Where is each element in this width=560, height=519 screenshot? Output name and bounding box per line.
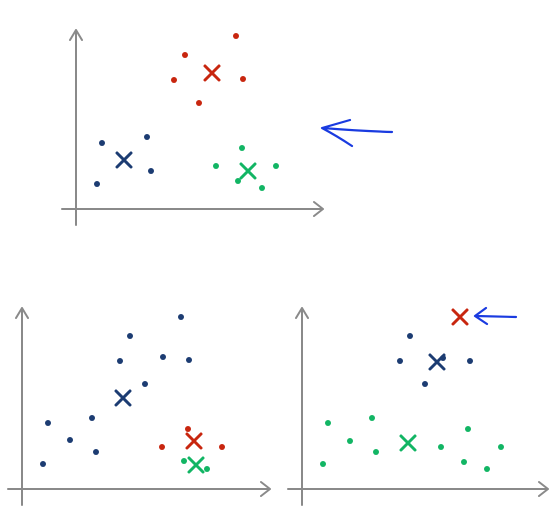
point (186, 357, 192, 363)
point (259, 185, 265, 191)
green-cluster (213, 145, 279, 191)
point (465, 426, 471, 432)
point (178, 314, 184, 320)
x-axis (7, 481, 271, 497)
point (171, 77, 177, 83)
point (407, 333, 413, 339)
point (204, 466, 210, 472)
centroid (114, 389, 132, 407)
y-axis (295, 307, 309, 506)
green-cluster (320, 415, 504, 472)
centroid (185, 432, 203, 450)
point (196, 100, 202, 106)
centroid (203, 64, 221, 82)
point (325, 420, 331, 426)
blue-cluster (40, 314, 192, 467)
point (142, 381, 148, 387)
point (127, 333, 133, 339)
point (484, 466, 490, 472)
point (239, 145, 245, 151)
centroid (115, 151, 133, 169)
point (373, 449, 379, 455)
hand-drawn-arrow (320, 118, 394, 148)
point (160, 354, 166, 360)
red-cluster (171, 33, 246, 106)
y-axis (15, 307, 29, 506)
y-axis (69, 29, 83, 226)
centroid (451, 308, 469, 326)
red-cluster (451, 308, 469, 326)
point (397, 358, 403, 364)
blue-cluster (94, 134, 154, 187)
centroid (428, 353, 446, 371)
point (182, 52, 188, 58)
point (273, 163, 279, 169)
x-axis (61, 201, 324, 217)
point (159, 444, 165, 450)
point (94, 181, 100, 187)
point (498, 444, 504, 450)
point (213, 163, 219, 169)
point (148, 168, 154, 174)
point (45, 420, 51, 426)
point (235, 178, 241, 184)
point (40, 461, 46, 467)
point (438, 444, 444, 450)
point (144, 134, 150, 140)
point (461, 459, 467, 465)
top-panel (61, 29, 394, 226)
point (117, 358, 123, 364)
point (185, 426, 191, 432)
point (369, 415, 375, 421)
x-axis (287, 481, 549, 497)
centroid (187, 456, 205, 474)
green-cluster (181, 456, 210, 474)
point (89, 415, 95, 421)
point (422, 381, 428, 387)
bottom-right-panel (287, 306, 549, 506)
hand-drawn-arrow (473, 306, 518, 326)
bottom-left-panel (7, 307, 271, 506)
point (219, 444, 225, 450)
point (320, 461, 326, 467)
point (93, 449, 99, 455)
point (467, 358, 473, 364)
blue-cluster (397, 333, 473, 387)
point (67, 437, 73, 443)
red-cluster (159, 426, 225, 450)
centroid (399, 434, 417, 452)
point (233, 33, 239, 39)
point (99, 140, 105, 146)
point (181, 458, 187, 464)
centroid (239, 162, 257, 180)
point (347, 438, 353, 444)
point (240, 76, 246, 82)
